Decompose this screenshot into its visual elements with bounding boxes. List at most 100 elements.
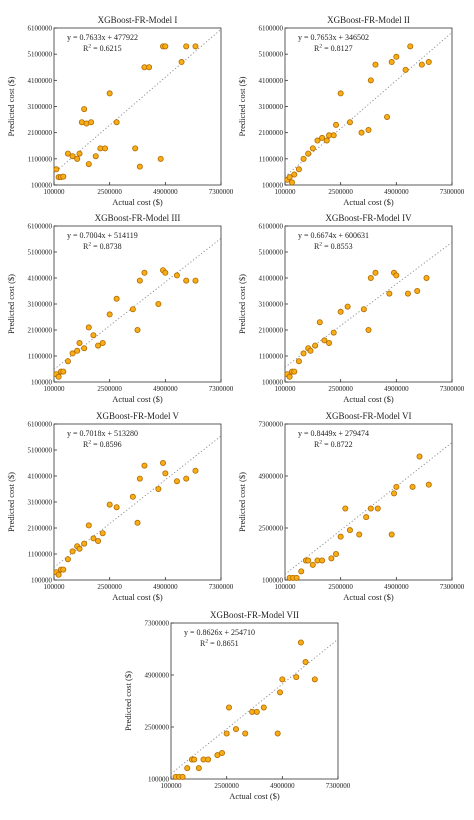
chart-5-r2-value: = 0.8596 (91, 440, 122, 449)
chart-3-data-point (76, 339, 83, 346)
chart-4-r2-letter: R (314, 242, 320, 251)
chart-7-data-point (205, 756, 212, 763)
chart-5-r2-letter: R (83, 440, 89, 449)
chart-5-data-point (160, 459, 167, 466)
chart-5-data-point (141, 462, 148, 469)
chart-5-ylabel: Predicted cost ($) (6, 472, 16, 532)
chart-1-data-point (85, 161, 92, 168)
chart-6-r2-letter: R (314, 440, 320, 449)
chart-4-data-point (330, 329, 337, 336)
chart-4-data-point (321, 337, 328, 344)
chart-7-data-point (219, 750, 226, 757)
chart-5: XGBoost-FR-Model V1000001100000210000031… (6, 411, 234, 602)
chart-5-ytick-label: 6100000 (28, 421, 53, 429)
chart-3-r2-exponent: 2 (88, 242, 91, 248)
chart-5-ytick-label: 3100000 (28, 499, 53, 507)
chart-7-r2-letter: R (200, 639, 206, 648)
chart-7-data-point (179, 773, 186, 780)
chart-5-xtick-label: 100000 (44, 583, 66, 591)
chart-5-xlabel: Actual cost ($) (112, 592, 163, 602)
chart-3-data-point (85, 324, 92, 331)
chart-7-data-point (195, 765, 202, 772)
chart-1-data-point (157, 155, 164, 162)
chart-2-xlabel: Actual cost ($) (343, 197, 394, 207)
chart-2-data-point (337, 90, 344, 97)
chart-7-r2-exponent: 2 (205, 639, 208, 645)
chart-4-data-point (295, 358, 302, 365)
chart-7-ytick-label: 4900000 (145, 672, 170, 680)
chart-7-xtick-label: 100000 (161, 782, 183, 790)
chart-5-data-point (60, 566, 67, 573)
chart-3-xtick-label: 100000 (44, 385, 66, 393)
chart-7-data-point (274, 730, 281, 737)
chart-5-data-point (192, 467, 199, 474)
chart-4-xtick-label: 100000 (275, 385, 297, 393)
chart-7-xtick-label: 4900000 (270, 782, 295, 790)
chart-2-data-point (330, 132, 337, 139)
chart-1-data-point (92, 153, 99, 160)
chart-5-trend-line (53, 435, 222, 568)
chart-7-plot-frame (170, 622, 339, 780)
chart-2-trend-line (284, 32, 453, 177)
chart-3-data-point (192, 277, 199, 284)
chart-3-xtick-label: 4900000 (153, 385, 178, 393)
chart-6-data-point (409, 483, 416, 490)
chart-6-data-point (309, 561, 316, 568)
chart-3-ytick-label: 6100000 (28, 223, 53, 231)
chart-1-r2-letter: R (83, 44, 89, 53)
chart-4-title: XGBoost-FR-Model IV (325, 213, 412, 223)
chart-3-ytick-label: 2100000 (28, 327, 53, 335)
chart-4-ytick-label: 4100000 (259, 275, 284, 283)
chart-3-data-point (134, 326, 141, 333)
chart-2-ylabel: Predicted cost ($) (237, 76, 247, 136)
chart-7-r-squared: R2 = 0.8651 (200, 639, 239, 649)
chart-5-data-point (64, 556, 71, 563)
chart-2-data-point (407, 43, 414, 50)
chart-1-data-point (74, 155, 81, 162)
chart-2-data-point (291, 171, 298, 178)
chart-1-title: XGBoost-FR-Model I (98, 15, 178, 25)
chart-3-equation: y = 0.7004x + 514119 (67, 231, 138, 240)
chart-2-data-point (425, 59, 432, 66)
chart-6-data-point (346, 527, 353, 534)
chart-6-r-squared: R2 = 0.8722 (314, 440, 353, 450)
chart-3-data-point (141, 269, 148, 276)
chart-4-xtick-label: 7300000 (440, 385, 465, 393)
chart-5-ytick-label: 5100000 (28, 447, 53, 455)
chart-2-ytick-label: 1100000 (259, 155, 284, 163)
chart-1-data-point (60, 173, 67, 180)
chart-2-data-point (402, 66, 409, 73)
chart-6-plot-frame (284, 423, 453, 581)
chart-2-data-point (346, 119, 353, 126)
chart-4-data-point (286, 373, 293, 380)
chart-1-data-point (132, 145, 139, 152)
chart-1-r2-value: = 0.6215 (91, 44, 122, 53)
chart-6-data-point (298, 568, 305, 575)
chart-2-xtick-label: 100000 (275, 188, 297, 196)
chart-2: XGBoost-FR-Model II100000110000021000003… (237, 15, 465, 207)
chart-3-data-point (162, 269, 169, 276)
chart-2-equation: y = 0.7653x + 346502 (298, 33, 369, 42)
chart-1-r2-exponent: 2 (88, 44, 91, 50)
chart-7-title: XGBoost-FR-Model VII (210, 610, 299, 620)
chart-7-ytick-label: 7300000 (145, 620, 170, 628)
chart-3-ytick-label: 4100000 (28, 275, 53, 283)
chart-6-r2-value: = 0.8722 (322, 440, 353, 449)
chart-4-data-point (344, 303, 351, 310)
chart-2-data-point (288, 179, 295, 186)
chart-3-trend-line (53, 237, 222, 370)
chart-1-xtick-label: 4900000 (153, 188, 178, 196)
chart-1: XGBoost-FR-Model I1000001100000210000031… (6, 15, 234, 207)
chart-3-data-point (69, 350, 76, 357)
chart-4-data-point (300, 350, 307, 357)
chart-5-data-point (173, 478, 180, 485)
chart-6-title: XGBoost-FR-Model VI (325, 411, 411, 421)
chart-6-data-point (391, 490, 398, 497)
chart-3-title: XGBoost-FR-Model III (95, 213, 181, 223)
chart-2-r2-value: = 0.8127 (322, 44, 353, 53)
chart-4-xtick-label: 2500000 (328, 385, 353, 393)
chart-4-ytick-label: 3100000 (259, 301, 284, 309)
chart-1-data-point (178, 59, 185, 66)
chart-5-xtick-label: 2500000 (97, 583, 122, 591)
chart-7-data-point (253, 708, 260, 715)
